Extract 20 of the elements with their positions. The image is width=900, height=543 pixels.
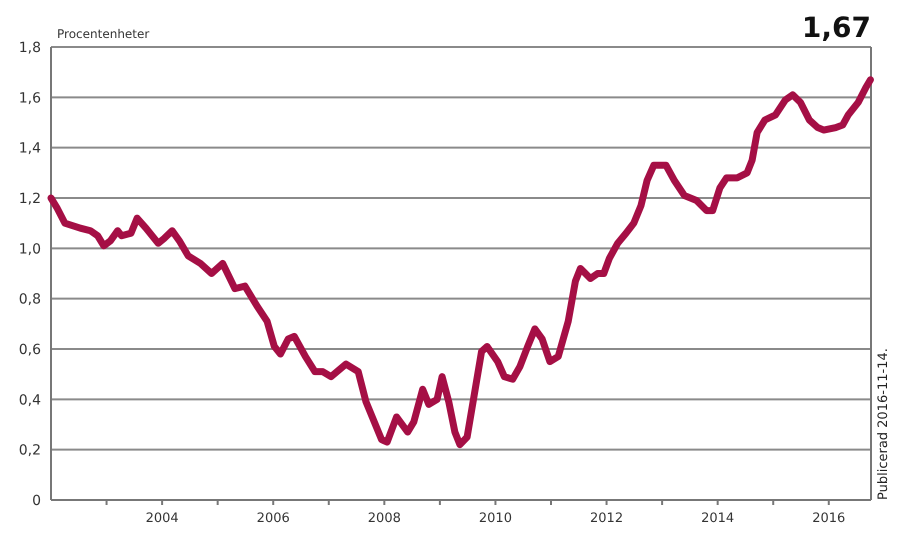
y-tick-label: 0,6 (18, 342, 42, 358)
x-tick-label: 2010 (478, 511, 512, 526)
text: 1,67 (802, 11, 871, 44)
y-tick-label: 1,2 (18, 191, 41, 207)
x-tick-label: 2008 (368, 511, 401, 526)
y-tick-label: 1,4 (18, 140, 42, 157)
x-tick-label: 2004 (146, 511, 179, 526)
y-tick-label: 0,2 (18, 442, 41, 459)
x-tick-label: 2012 (590, 511, 624, 526)
y-axis-title: Procentenheter (57, 27, 150, 41)
x-tick-label: 2006 (256, 511, 290, 526)
y-tick-label: 1,8 (18, 40, 41, 56)
y-tick-label: 0,8 (18, 292, 41, 308)
y-tick-label: 0,4 (18, 392, 42, 408)
x-tick-label: 2014 (701, 511, 734, 526)
y-tick-label: 0 (32, 493, 41, 509)
y-tick-label: 1,0 (18, 241, 41, 258)
x-tick-label: 2016 (812, 511, 846, 526)
y-tick-label: 1,6 (18, 90, 42, 106)
text: Publicerad 2016-11-14. (876, 348, 891, 500)
